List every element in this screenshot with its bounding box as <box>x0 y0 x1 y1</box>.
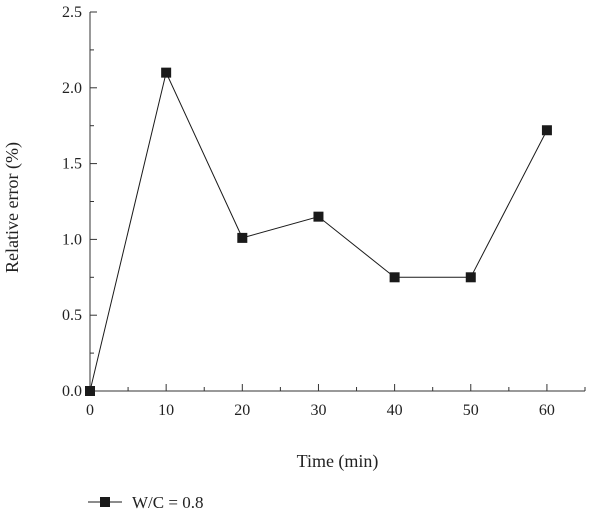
data-point-marker <box>85 386 95 396</box>
series-layer <box>85 67 552 396</box>
series-line <box>89 71 548 392</box>
x-tick-label: 10 <box>158 402 174 419</box>
legend-marker <box>100 497 110 507</box>
y-tick-label: 2.5 <box>62 4 82 21</box>
y-tick-label: 0.0 <box>62 383 82 400</box>
y-tick-label: 1.5 <box>62 156 82 173</box>
y-axis-title: Relative error (%) <box>2 142 23 273</box>
x-tick-label: 30 <box>310 402 326 419</box>
legend-label: W/C = 0.8 <box>132 493 203 512</box>
x-tick-label: 0 <box>86 402 94 419</box>
x-axis-title: Time (min) <box>297 451 379 472</box>
data-point-marker <box>541 125 552 136</box>
data-point-marker <box>465 272 476 283</box>
y-tick-label: 2.0 <box>62 80 82 97</box>
data-point-marker <box>389 272 400 283</box>
x-tick-label: 40 <box>387 402 403 419</box>
data-point-marker <box>237 232 248 243</box>
y-tick-label: 0.5 <box>62 307 82 324</box>
data-point-marker <box>313 211 324 222</box>
tick-labels: 0.0 0.5 1.0 1.5 2.0 2.5 0 10 20 30 40 50 60 <box>62 4 555 419</box>
x-tick-label: 20 <box>234 402 250 419</box>
x-tick-label: 60 <box>539 402 555 419</box>
y-tick-label: 1.0 <box>62 231 82 248</box>
legend: W/C = 0.8 <box>88 493 203 512</box>
x-tick-label: 50 <box>463 402 479 419</box>
data-point-marker <box>161 67 172 78</box>
